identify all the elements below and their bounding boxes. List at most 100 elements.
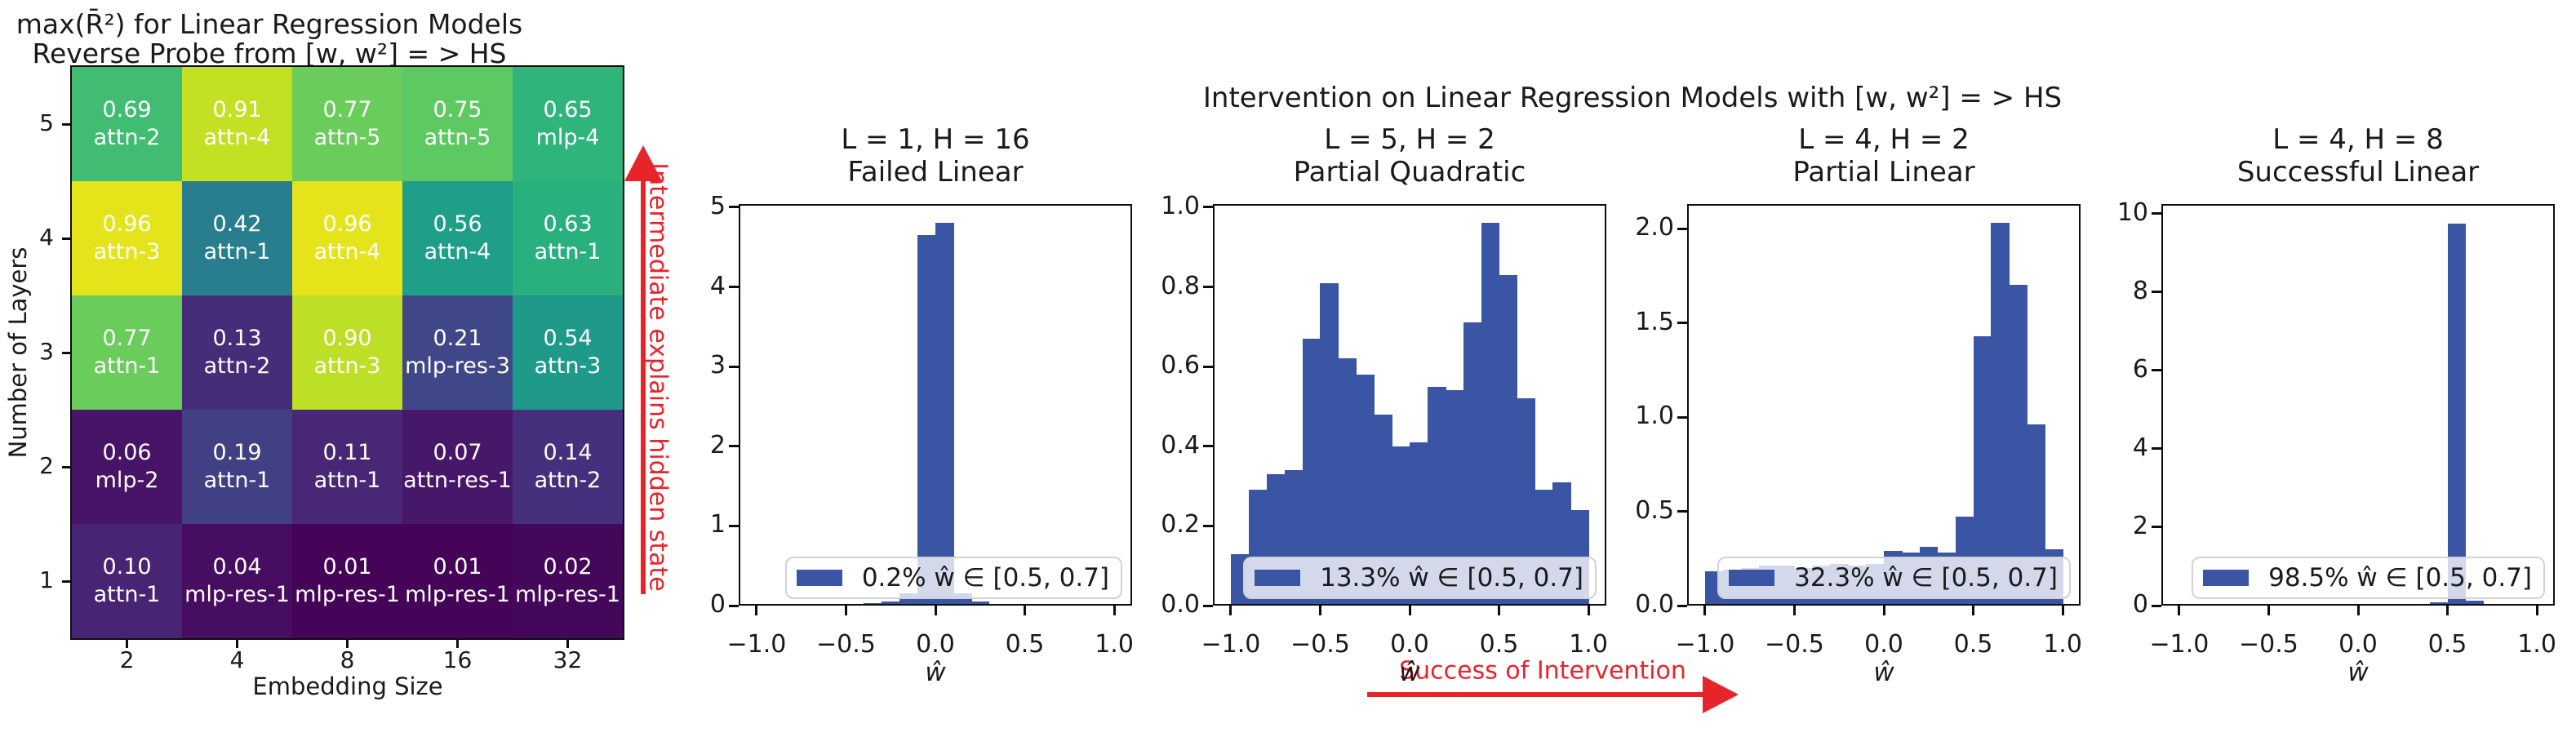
x-tick-label: 32 bbox=[553, 646, 583, 673]
x-tick-label: 2 bbox=[119, 646, 135, 673]
heatmap-cell-value: 0.19 bbox=[212, 440, 262, 465]
heatmap-cell-value: 0.01 bbox=[433, 554, 482, 579]
up-arrow-label: Intermediate explains hidden state bbox=[643, 162, 673, 592]
heatmap-cell-value: 0.42 bbox=[212, 211, 262, 237]
histogram-bar bbox=[1338, 358, 1357, 606]
legend-swatch-icon bbox=[796, 570, 842, 586]
y-tick-label: 0.6 bbox=[1161, 351, 1200, 380]
y-tick-label: 0.0 bbox=[1635, 590, 1674, 619]
heatmap-cell-value: 0.13 bbox=[212, 326, 262, 351]
histogram-bars bbox=[1213, 204, 1606, 606]
x-tick-mark bbox=[1024, 606, 1027, 615]
heatmap-cell-value: 0.75 bbox=[433, 97, 482, 122]
x-tick-label: −1.0 bbox=[2149, 630, 2210, 659]
figure-suptitle: Intervention on Linear Regression Models… bbox=[1202, 82, 2063, 114]
heatmap-cell-value: 0.07 bbox=[433, 440, 482, 465]
heatmap-cell-label: attn-2 bbox=[203, 353, 271, 379]
histogram-bar bbox=[1302, 338, 1321, 606]
histogram-bar bbox=[1078, 605, 1097, 606]
y-tick-label: 1.0 bbox=[1161, 191, 1200, 220]
heatmap-cell-value: 0.10 bbox=[102, 554, 152, 579]
y-tick-label: 0.5 bbox=[1635, 495, 1674, 525]
x-tick-mark bbox=[2356, 606, 2360, 615]
heatmap-cell: 0.06 mlp-2 bbox=[72, 410, 182, 524]
y-tick-label: 5 bbox=[39, 109, 54, 136]
histogram-bar bbox=[2483, 604, 2502, 606]
y-tick-mark bbox=[1203, 604, 1213, 607]
legend: 13.3% ŵ ∈ [0.5, 0.7] bbox=[1243, 557, 1597, 599]
x-tick-mark bbox=[1318, 606, 1321, 615]
heatmap-cell-label: attn-1 bbox=[313, 468, 381, 493]
heatmap-cell-value: 0.14 bbox=[543, 440, 593, 465]
y-tick-mark bbox=[62, 123, 72, 126]
x-tick-label: −1.0 bbox=[726, 630, 787, 659]
heatmap-cell-label: attn-1 bbox=[93, 582, 161, 607]
heatmap-cell-label: attn-2 bbox=[534, 468, 602, 493]
y-tick-label: 4 bbox=[2132, 433, 2148, 462]
legend: 98.5% ŵ ∈ [0.5, 0.7] bbox=[2192, 557, 2545, 599]
x-tick-mark bbox=[1882, 606, 1885, 615]
x-axis-label: ŵ bbox=[1399, 658, 1420, 687]
x-tick-label: 0.0 bbox=[1864, 630, 1903, 659]
x-tick-mark bbox=[566, 638, 569, 648]
histogram-bar bbox=[846, 604, 865, 606]
x-tick-label: 1.0 bbox=[1569, 630, 1608, 659]
histogram-bars bbox=[1687, 204, 2081, 606]
x-tick-mark bbox=[1498, 606, 1501, 615]
heatmap-cell: 0.13 attn-2 bbox=[182, 295, 292, 410]
y-tick-mark bbox=[2152, 604, 2161, 607]
heatmap-cell: 0.63 attn-1 bbox=[513, 181, 623, 295]
y-tick-mark bbox=[1203, 206, 1213, 209]
y-tick-label: 5 bbox=[709, 191, 726, 220]
heatmap-cell-value: 0.91 bbox=[212, 97, 262, 122]
x-tick-label: −0.5 bbox=[2239, 630, 2298, 659]
heatmap-cell-label: mlp-res-1 bbox=[184, 582, 290, 607]
x-axis-label: ŵ bbox=[925, 658, 946, 687]
heatmap-cell: 0.69 attn-2 bbox=[72, 67, 182, 181]
y-tick-label: 2 bbox=[39, 452, 54, 479]
heatmap-cell: 0.04 mlp-res-1 bbox=[182, 524, 292, 638]
heatmap-cell: 0.01 mlp-res-1 bbox=[402, 524, 513, 638]
heatmap-cell-value: 0.54 bbox=[543, 326, 593, 351]
histogram-bar bbox=[1096, 604, 1115, 606]
heatmap-cell-value: 0.96 bbox=[322, 211, 372, 237]
heatmap-cell-label: attn-1 bbox=[93, 353, 161, 379]
x-tick-label: −0.5 bbox=[816, 630, 876, 659]
histogram-bar bbox=[1517, 398, 1536, 606]
x-tick-label: 0.5 bbox=[1479, 630, 1519, 659]
y-tick-mark bbox=[729, 445, 739, 448]
legend-label: 98.5% ŵ ∈ [0.5, 0.7] bbox=[2268, 563, 2532, 593]
heatmap-cell: 0.65 mlp-4 bbox=[513, 67, 623, 181]
heatmap-cell: 0.75 attn-5 bbox=[402, 67, 513, 181]
x-tick-label: 0.5 bbox=[1953, 630, 1993, 659]
histogram-bar bbox=[828, 605, 847, 606]
y-tick-label: 2.0 bbox=[1635, 213, 1674, 242]
heatmap-cell: 0.02 mlp-res-1 bbox=[513, 524, 623, 638]
heatmap-cell-label: attn-3 bbox=[93, 239, 161, 264]
histogram-bar bbox=[2447, 223, 2467, 606]
y-tick-mark bbox=[2152, 369, 2161, 372]
histogram-bar bbox=[1445, 390, 1464, 606]
y-tick-label: 3 bbox=[39, 338, 54, 365]
x-tick-label: −1.0 bbox=[1675, 630, 1735, 659]
histogram-bar bbox=[1320, 282, 1339, 606]
histogram-bar bbox=[1356, 374, 1375, 606]
histogram-bar bbox=[1060, 605, 1079, 606]
heatmap-cell-label: mlp-res-1 bbox=[295, 582, 400, 607]
heatmap-cell: 0.21 mlp-res-3 bbox=[402, 295, 513, 410]
y-tick-label: 0.4 bbox=[1161, 430, 1200, 460]
histogram-bar bbox=[970, 602, 990, 606]
heatmap-cell: 0.90 attn-3 bbox=[292, 295, 402, 410]
y-tick-mark bbox=[1677, 227, 1687, 230]
histogram-bar bbox=[2009, 285, 2027, 606]
y-tick-label: 0.2 bbox=[1161, 510, 1200, 539]
y-tick-mark bbox=[1203, 286, 1213, 289]
heatmap-cell: 0.19 attn-1 bbox=[182, 410, 292, 524]
heatmap-cell-label: mlp-2 bbox=[95, 468, 159, 493]
heatmap-title-line1: max(R̄²) for Linear Regression Models bbox=[16, 8, 523, 40]
y-tick-label: 0.8 bbox=[1161, 271, 1200, 300]
y-tick-mark bbox=[2152, 447, 2161, 451]
x-tick-label: 16 bbox=[442, 646, 473, 673]
histogram-bars bbox=[739, 204, 1132, 606]
heatmap-title-line2: Reverse Probe from [w, w²] = > HS bbox=[32, 38, 507, 69]
